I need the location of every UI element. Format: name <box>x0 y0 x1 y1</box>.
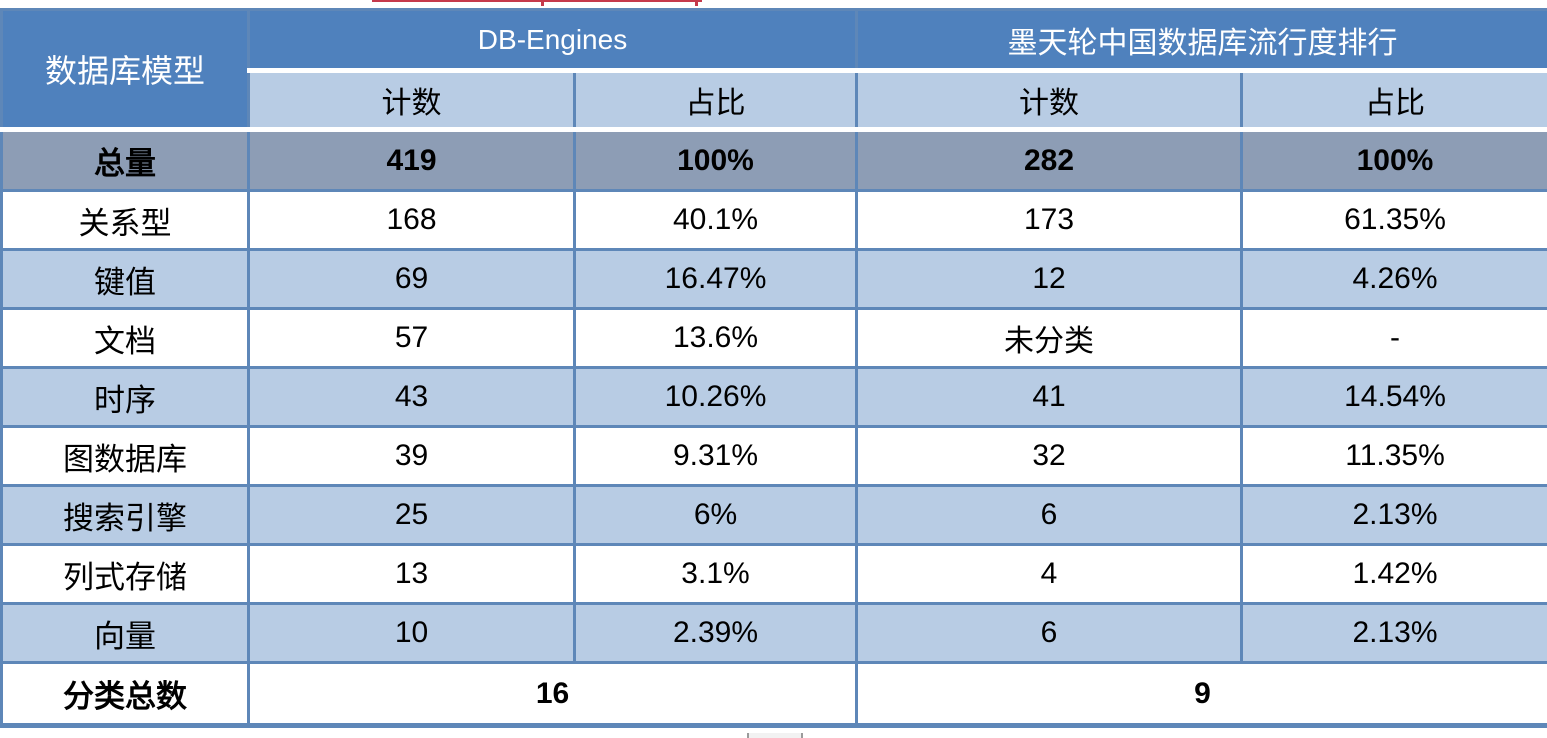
row-label: 键值 <box>0 248 250 310</box>
cell-dbengines-share: 40.1% <box>573 189 858 251</box>
row-label: 向量 <box>0 602 250 664</box>
table-row-total: 总量 419 100% 282 100% <box>0 127 1547 192</box>
group-header-modb-ranking: 墨天轮中国数据库流行度排行 <box>855 8 1547 73</box>
cell-dbengines-share: 9.31% <box>573 425 858 487</box>
table-row-document: 文档 57 13.6% 未分类 - <box>0 307 1547 369</box>
cell-modb-count: 未分类 <box>855 307 1243 369</box>
table-row-column-store: 列式存储 13 3.1% 4 1.42% <box>0 543 1547 605</box>
cell-modb-count: 6 <box>855 484 1243 546</box>
cell-modb-share: 2.13% <box>1240 602 1547 664</box>
cell-modb-count: 12 <box>855 248 1243 310</box>
group-header-db-engines: DB-Engines <box>247 8 858 73</box>
cell-modb-share: 61.35% <box>1240 189 1547 251</box>
cell-dbengines-count: 43 <box>247 366 576 428</box>
cell-modb-count: 32 <box>855 425 1243 487</box>
horizontal-scrollbar-thumb[interactable] <box>747 733 803 738</box>
row-label: 列式存储 <box>0 543 250 605</box>
cell-dbengines-share: 2.39% <box>573 602 858 664</box>
table-row-relational: 关系型 168 40.1% 173 61.35% <box>0 189 1547 251</box>
row-label: 关系型 <box>0 189 250 251</box>
cell-modb-share: 1.42% <box>1240 543 1547 605</box>
red-underline-artifact <box>372 0 702 2</box>
table-row-time-series: 时序 43 10.26% 41 14.54% <box>0 366 1547 428</box>
table-row-search-engine: 搜索引擎 25 6% 6 2.13% <box>0 484 1547 546</box>
cell-modb-count: 4 <box>855 543 1243 605</box>
cell-dbengines-share: 3.1% <box>573 543 858 605</box>
col-header-dbengines-share: 占比 <box>573 69 858 131</box>
cell-dbengines-count: 168 <box>247 189 576 251</box>
cell-total-dbengines-count: 419 <box>247 127 576 192</box>
cell-dbengines-count: 57 <box>247 307 576 369</box>
cell-modb-share: 2.13% <box>1240 484 1547 546</box>
row-label: 时序 <box>0 366 250 428</box>
col-header-dbengines-count: 计数 <box>247 69 576 131</box>
cell-modb-share: 14.54% <box>1240 366 1547 428</box>
cell-dbengines-count: 39 <box>247 425 576 487</box>
table-row-vector: 向量 10 2.39% 6 2.13% <box>0 602 1547 664</box>
row-label: 搜索引擎 <box>0 484 250 546</box>
cell-category-total-dbengines: 16 <box>247 661 858 727</box>
cell-total-dbengines-share: 100% <box>573 127 858 192</box>
cell-category-total-modb: 9 <box>855 661 1547 727</box>
cell-dbengines-share: 10.26% <box>573 366 858 428</box>
row-label: 图数据库 <box>0 425 250 487</box>
cell-modb-share: - <box>1240 307 1547 369</box>
cell-dbengines-count: 69 <box>247 248 576 310</box>
cell-dbengines-share: 16.47% <box>573 248 858 310</box>
red-underline-artifact-tick <box>541 0 544 6</box>
col-header-modb-share: 占比 <box>1240 69 1547 131</box>
table-row-graph: 图数据库 39 9.31% 32 11.35% <box>0 425 1547 487</box>
cell-dbengines-share: 13.6% <box>573 307 858 369</box>
cell-dbengines-count: 25 <box>247 484 576 546</box>
cell-dbengines-count: 10 <box>247 602 576 664</box>
cell-total-modb-share: 100% <box>1240 127 1547 192</box>
cell-total-modb-count: 282 <box>855 127 1243 192</box>
row-label-category-total: 分类总数 <box>0 661 250 727</box>
col-header-modb-count: 计数 <box>855 69 1243 131</box>
database-model-comparison-table: 数据库模型 DB-Engines 墨天轮中国数据库流行度排行 计数 占比 计数 … <box>0 8 1547 728</box>
red-underline-artifact-tick <box>695 0 698 6</box>
row-label: 文档 <box>0 307 250 369</box>
table-row-category-total: 分类总数 16 9 <box>0 661 1547 727</box>
table-row-key-value: 键值 69 16.47% 12 4.26% <box>0 248 1547 310</box>
cell-modb-share: 11.35% <box>1240 425 1547 487</box>
row-label-total: 总量 <box>0 127 250 192</box>
corner-header-database-model: 数据库模型 <box>0 8 250 131</box>
cell-dbengines-share: 6% <box>573 484 858 546</box>
cell-modb-count: 6 <box>855 602 1243 664</box>
cell-modb-count: 41 <box>855 366 1243 428</box>
cell-modb-share: 4.26% <box>1240 248 1547 310</box>
cell-dbengines-count: 13 <box>247 543 576 605</box>
cell-modb-count: 173 <box>855 189 1243 251</box>
